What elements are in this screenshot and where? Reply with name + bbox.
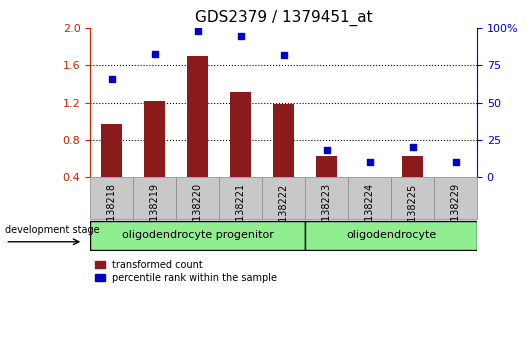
Text: GSM138222: GSM138222 <box>279 183 288 242</box>
Bar <box>402 156 423 177</box>
Bar <box>391 177 434 219</box>
Point <box>151 51 159 56</box>
Point <box>365 159 374 165</box>
Bar <box>348 177 391 219</box>
Text: GSM138224: GSM138224 <box>365 183 375 242</box>
Bar <box>316 156 337 177</box>
Bar <box>133 177 176 219</box>
Title: GDS2379 / 1379451_at: GDS2379 / 1379451_at <box>195 9 373 25</box>
Bar <box>176 177 219 219</box>
Point <box>451 159 460 165</box>
Bar <box>434 177 477 219</box>
Legend: transformed count, percentile rank within the sample: transformed count, percentile rank withi… <box>95 260 278 282</box>
Point <box>279 52 288 58</box>
Point <box>108 76 116 82</box>
Bar <box>90 177 133 219</box>
Point <box>236 33 245 39</box>
Text: GSM138229: GSM138229 <box>450 183 461 242</box>
Text: GSM138220: GSM138220 <box>192 183 202 242</box>
Text: GSM138218: GSM138218 <box>107 183 117 242</box>
Bar <box>187 56 208 177</box>
Bar <box>262 177 305 219</box>
Bar <box>101 124 122 177</box>
Text: oligodendrocyte: oligodendrocyte <box>346 230 436 240</box>
Bar <box>144 101 165 177</box>
Bar <box>230 92 251 177</box>
Bar <box>305 221 477 250</box>
Point <box>322 147 331 153</box>
Text: GSM138225: GSM138225 <box>408 183 418 242</box>
Text: GSM138221: GSM138221 <box>235 183 245 242</box>
Bar <box>305 177 348 219</box>
Point <box>193 28 202 34</box>
Text: oligodendrocyte progenitor: oligodendrocyte progenitor <box>121 230 273 240</box>
Text: development stage: development stage <box>5 225 100 235</box>
Point <box>408 144 417 150</box>
Bar <box>273 104 294 177</box>
Text: GSM138223: GSM138223 <box>322 183 332 242</box>
Bar <box>219 177 262 219</box>
Text: GSM138219: GSM138219 <box>149 183 160 242</box>
Bar <box>90 221 305 250</box>
